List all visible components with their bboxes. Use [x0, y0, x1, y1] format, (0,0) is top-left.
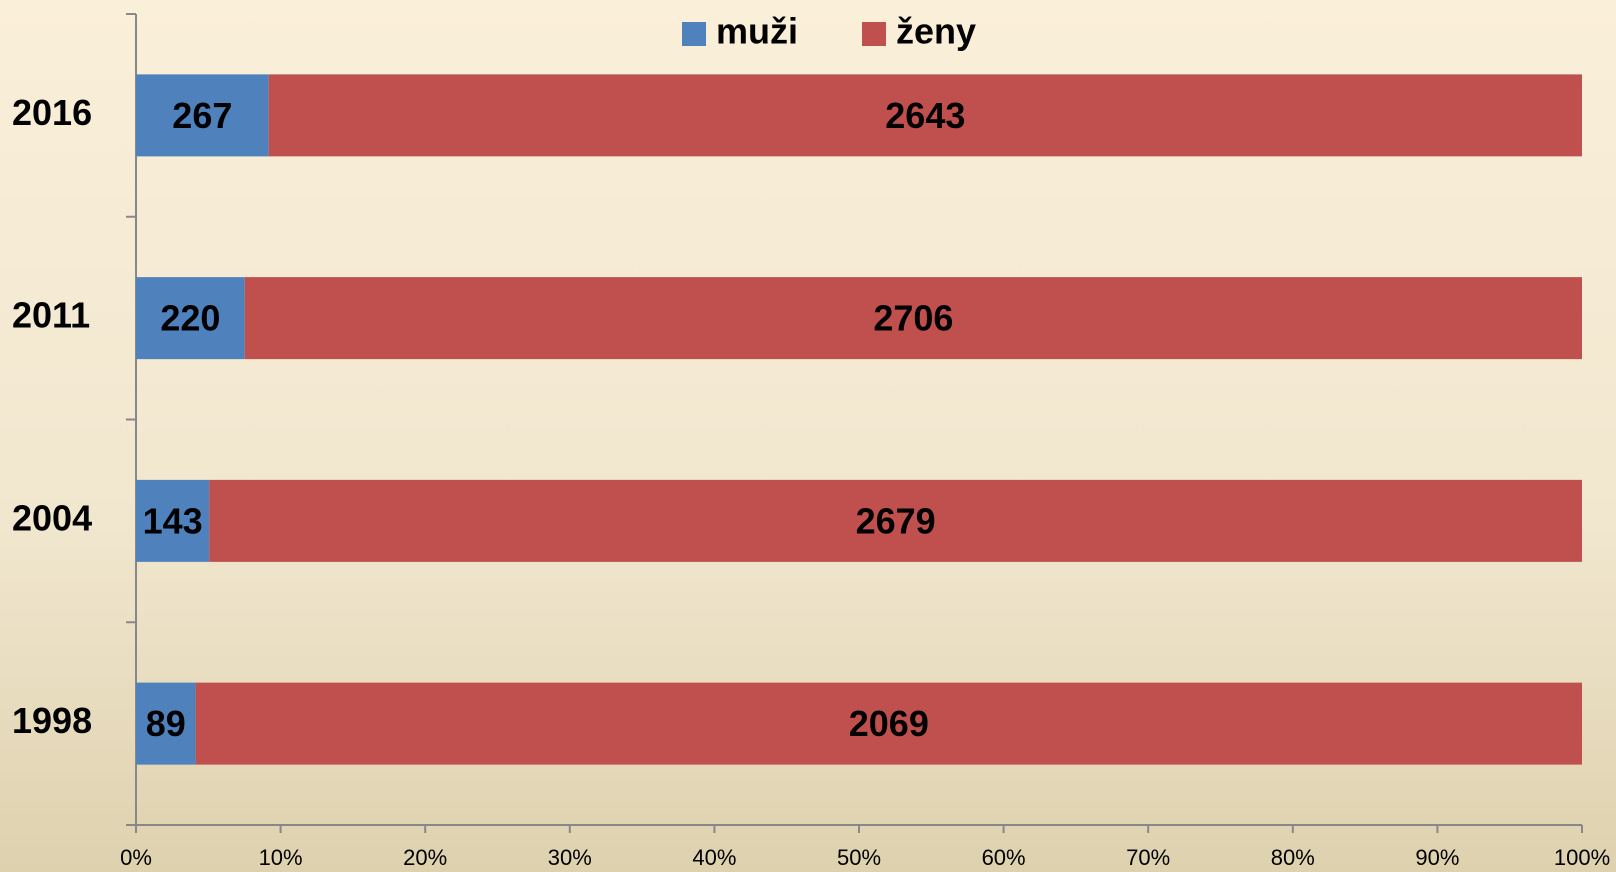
- x-tick-label: 80%: [1271, 845, 1315, 870]
- legend-swatch: [862, 22, 886, 46]
- bar-segment: [136, 682, 196, 765]
- legend-label: muži: [716, 11, 798, 52]
- x-tick-label: 90%: [1415, 845, 1459, 870]
- data-label: 89: [146, 703, 186, 744]
- x-tick-label: 10%: [259, 845, 303, 870]
- category-label: 2011: [12, 295, 90, 336]
- data-label: 220: [160, 298, 220, 339]
- x-tick-label: 70%: [1126, 845, 1170, 870]
- bar-segment: [136, 74, 269, 157]
- x-tick-label: 60%: [982, 845, 1026, 870]
- category-label: 2016: [12, 92, 92, 133]
- category-label: 2004: [12, 497, 92, 538]
- bar-segment: [209, 479, 1582, 562]
- x-tick-label: 0%: [120, 845, 152, 870]
- x-tick-label: 40%: [692, 845, 736, 870]
- bar-segment: [244, 277, 1582, 360]
- x-tick-label: 100%: [1554, 845, 1610, 870]
- data-label: 267: [172, 95, 232, 136]
- category-label: 1998: [12, 700, 92, 741]
- data-label: 2679: [856, 500, 936, 541]
- data-label: 2706: [873, 298, 953, 339]
- bar-segment: [136, 479, 210, 562]
- bar-segment: [136, 277, 245, 360]
- x-tick-label: 30%: [548, 845, 592, 870]
- data-label: 143: [143, 500, 203, 541]
- bar-segment: [268, 74, 1583, 157]
- x-tick-label: 50%: [837, 845, 881, 870]
- data-label: 2069: [849, 703, 929, 744]
- x-tick-label: 20%: [403, 845, 447, 870]
- legend-label: ženy: [896, 11, 976, 52]
- bar-segment: [195, 682, 1583, 765]
- data-label: 2643: [885, 95, 965, 136]
- legend-swatch: [682, 22, 706, 46]
